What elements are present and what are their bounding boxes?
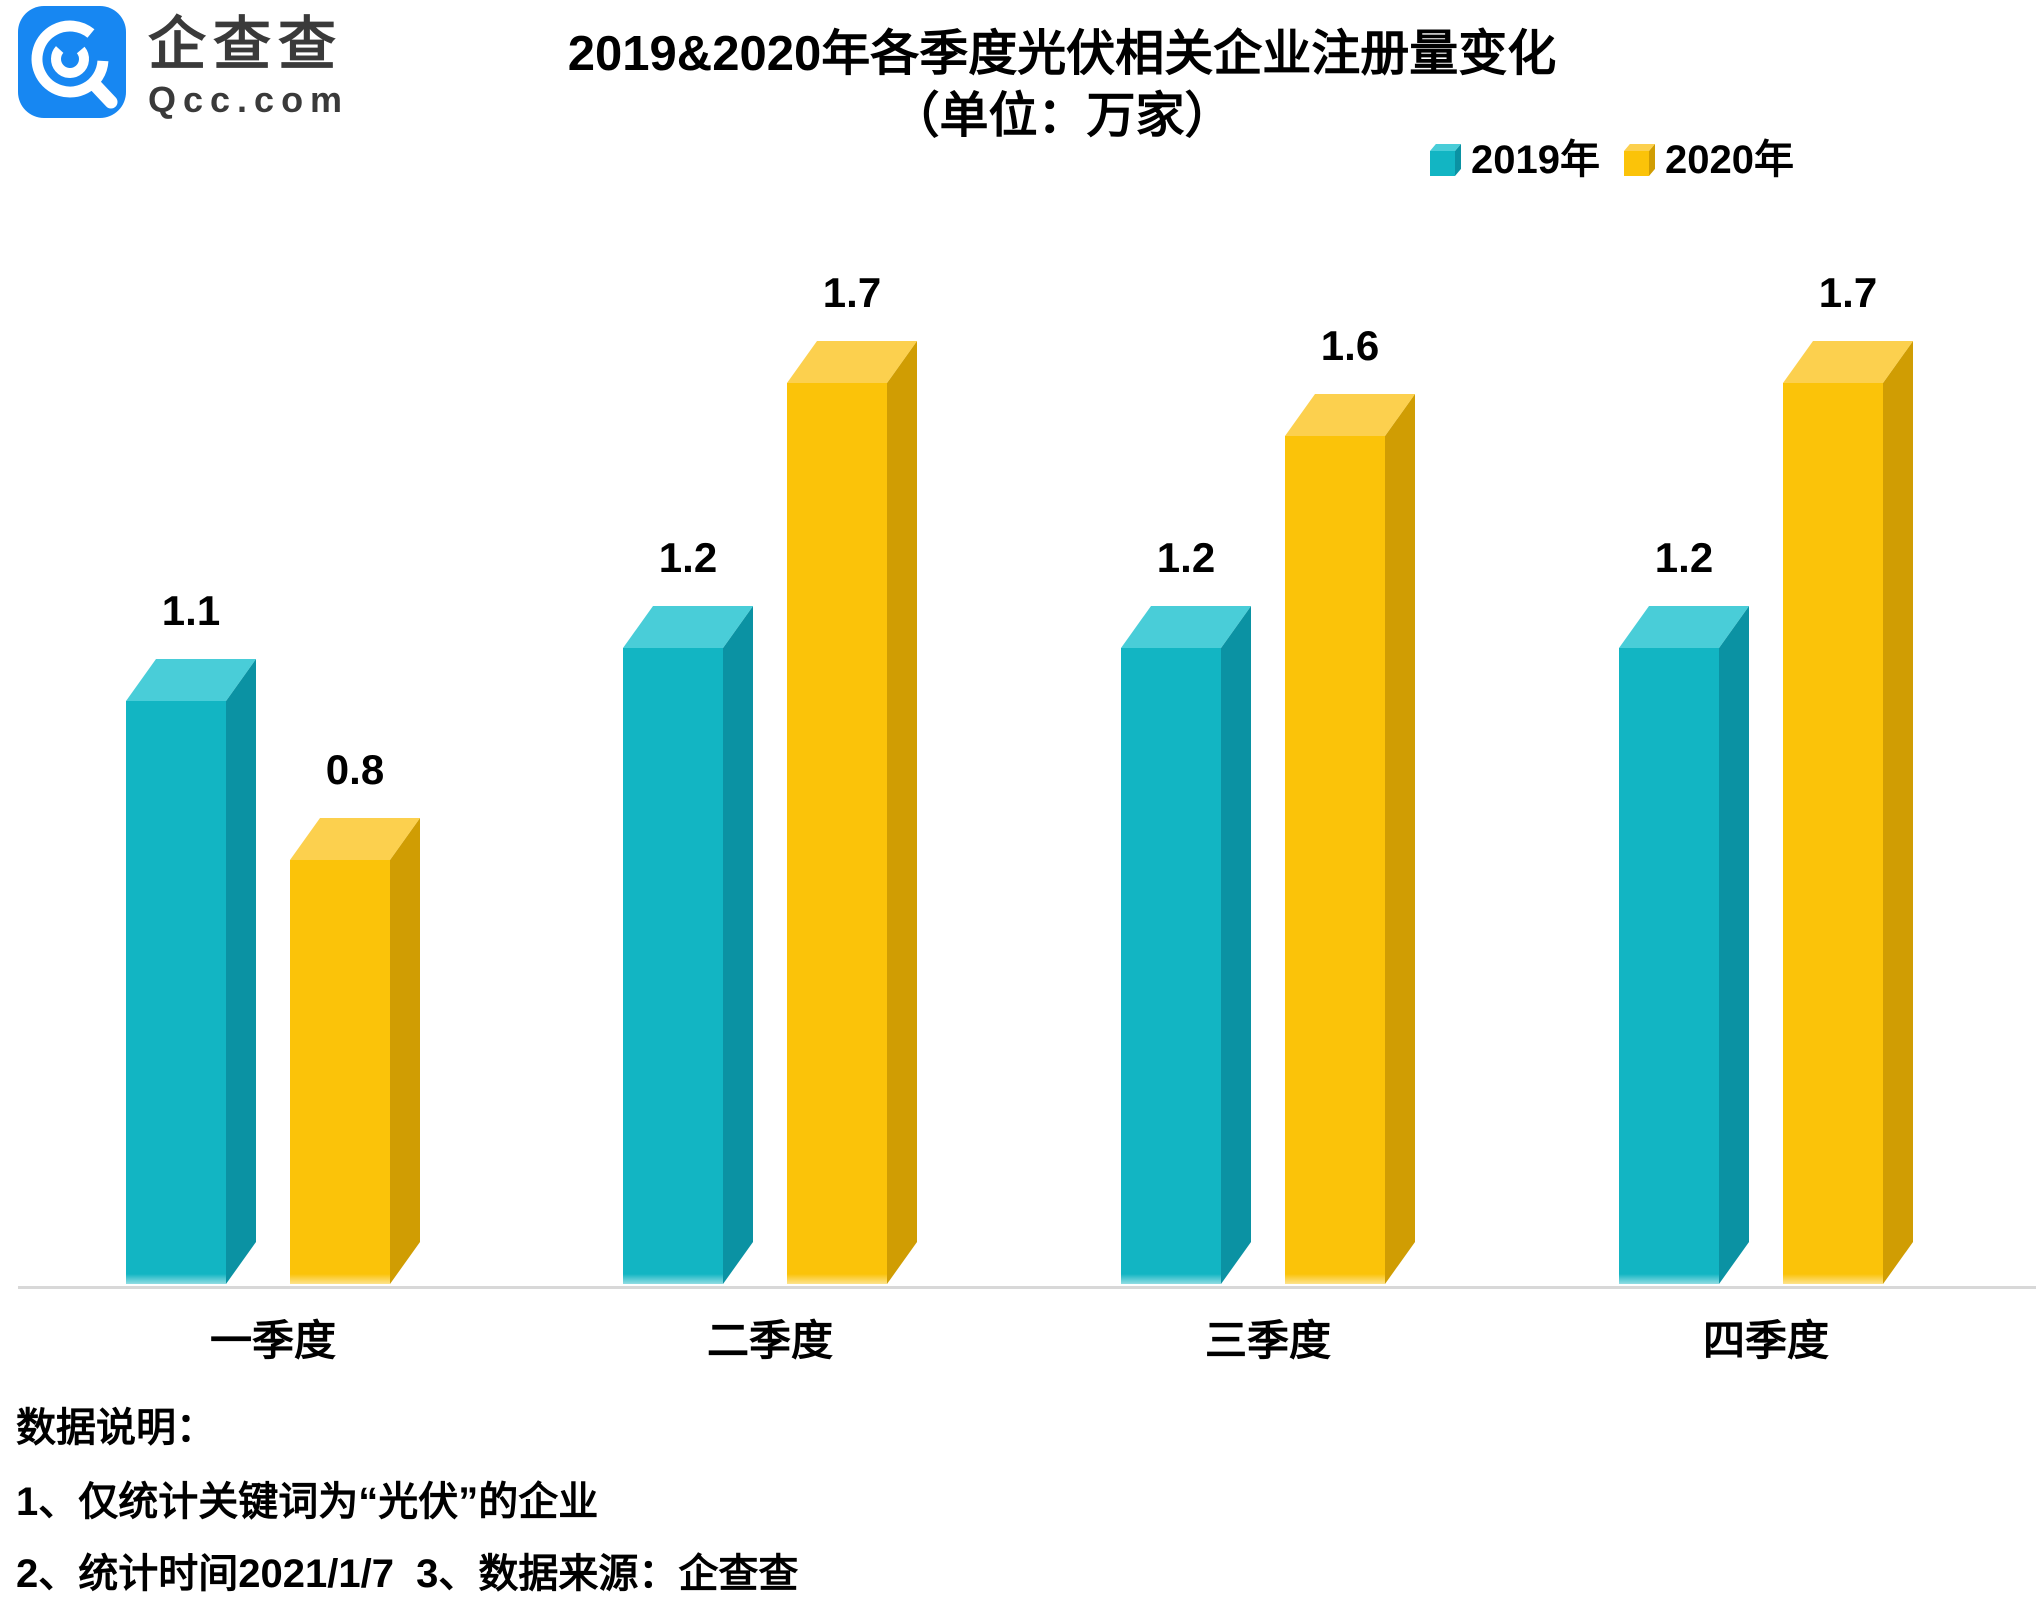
bar-bottom-fade xyxy=(1619,1274,1719,1286)
bar-front-face xyxy=(1783,383,1883,1284)
chart-unit-subtitle: （单位：万家） xyxy=(890,89,1234,143)
bar-bottom-fade xyxy=(1121,1274,1221,1286)
footer-note-1: 1、仅统计关键词为“光伏”的企业 xyxy=(16,1480,599,1524)
bar-front-face xyxy=(623,648,723,1284)
bar-2019年-二季度 xyxy=(623,606,754,1286)
bar-2020年-二季度 xyxy=(787,341,918,1286)
bar-bottom-fade xyxy=(126,1274,226,1286)
bar-front-face xyxy=(126,701,226,1284)
swatch-front xyxy=(1430,150,1455,176)
bar-2020年-四季度 xyxy=(1783,341,1914,1286)
bar-front-face xyxy=(1285,436,1385,1284)
x-axis-label-三季度: 三季度 xyxy=(1204,1317,1331,1364)
bar-side-face xyxy=(723,606,753,1284)
bar-side-face xyxy=(887,341,917,1284)
value-label-2020年-一季度: 0.8 xyxy=(325,746,385,793)
legend-item-2020年: 2020年 xyxy=(1623,138,1794,182)
logo-company-name: 企查查 xyxy=(148,12,344,77)
bar-front-face xyxy=(1121,648,1221,1284)
footer-heading: 数据说明： xyxy=(16,1406,216,1450)
qcc-magnifier-icon xyxy=(18,6,126,118)
bar-side-face xyxy=(1221,606,1251,1284)
legend-swatch-2019年 xyxy=(1430,143,1461,176)
bar-2019年-三季度 xyxy=(1121,606,1252,1286)
bar-bottom-fade xyxy=(1783,1274,1883,1286)
x-axis-label-二季度: 二季度 xyxy=(706,1317,833,1364)
bar-front-face xyxy=(1619,648,1719,1284)
legend-label-2019年: 2019年 xyxy=(1471,138,1600,182)
swatch-front xyxy=(1623,150,1649,176)
legend: 2019年 2020年 xyxy=(1430,138,1794,182)
x-axis-label-一季度: 一季度 xyxy=(209,1317,336,1364)
value-label-2019年-二季度: 1.2 xyxy=(658,534,718,581)
chart-title-block: 2019&2020年各季度光伏相关企业注册量变化 （单位：万家） xyxy=(80,24,2044,146)
value-label-2019年-三季度: 1.2 xyxy=(1156,534,1216,581)
bar-bottom-fade xyxy=(290,1274,390,1286)
x-axis-label-四季度: 四季度 xyxy=(1702,1317,1829,1364)
bar-side-face xyxy=(390,818,420,1284)
bar-bottom-fade xyxy=(787,1274,887,1286)
value-label-2019年-四季度: 1.2 xyxy=(1654,534,1714,581)
chart-title: 2019&2020年各季度光伏相关企业注册量变化 xyxy=(567,27,1557,81)
legend-label-2020年: 2020年 xyxy=(1664,138,1794,182)
legend-item-2019年: 2019年 xyxy=(1430,138,1600,182)
value-label-2020年-四季度: 1.7 xyxy=(1818,269,1878,316)
bar-2020年-三季度 xyxy=(1285,394,1416,1286)
bar-front-face xyxy=(787,383,887,1284)
bar-side-face xyxy=(226,659,256,1284)
bar-bottom-fade xyxy=(1285,1274,1385,1286)
value-label-2020年-二季度: 1.7 xyxy=(822,269,882,316)
x-axis-line xyxy=(18,1286,2036,1289)
qcc-logo-text: 企查查 Qcc.com xyxy=(148,6,349,118)
bar-bottom-fade xyxy=(623,1274,723,1286)
bar-side-face xyxy=(1385,394,1415,1284)
bar-2019年-四季度 xyxy=(1619,606,1750,1286)
qcc-logo: 企查查 Qcc.com xyxy=(18,6,349,118)
bar-front-face xyxy=(290,860,390,1284)
bar-side-face xyxy=(1719,606,1749,1284)
bar-side-face xyxy=(1883,341,1913,1284)
logo-domain: Qcc.com xyxy=(148,79,350,120)
bar-2019年-一季度 xyxy=(126,659,257,1286)
footer-note-2: 2、统计时间2021/1/7 3、数据来源：企查查 xyxy=(16,1552,799,1596)
value-label-2020年-三季度: 1.6 xyxy=(1320,322,1380,369)
bar-2020年-一季度 xyxy=(290,818,421,1286)
value-label-2019年-一季度: 1.1 xyxy=(161,587,221,634)
legend-swatch-2020年 xyxy=(1623,143,1655,176)
